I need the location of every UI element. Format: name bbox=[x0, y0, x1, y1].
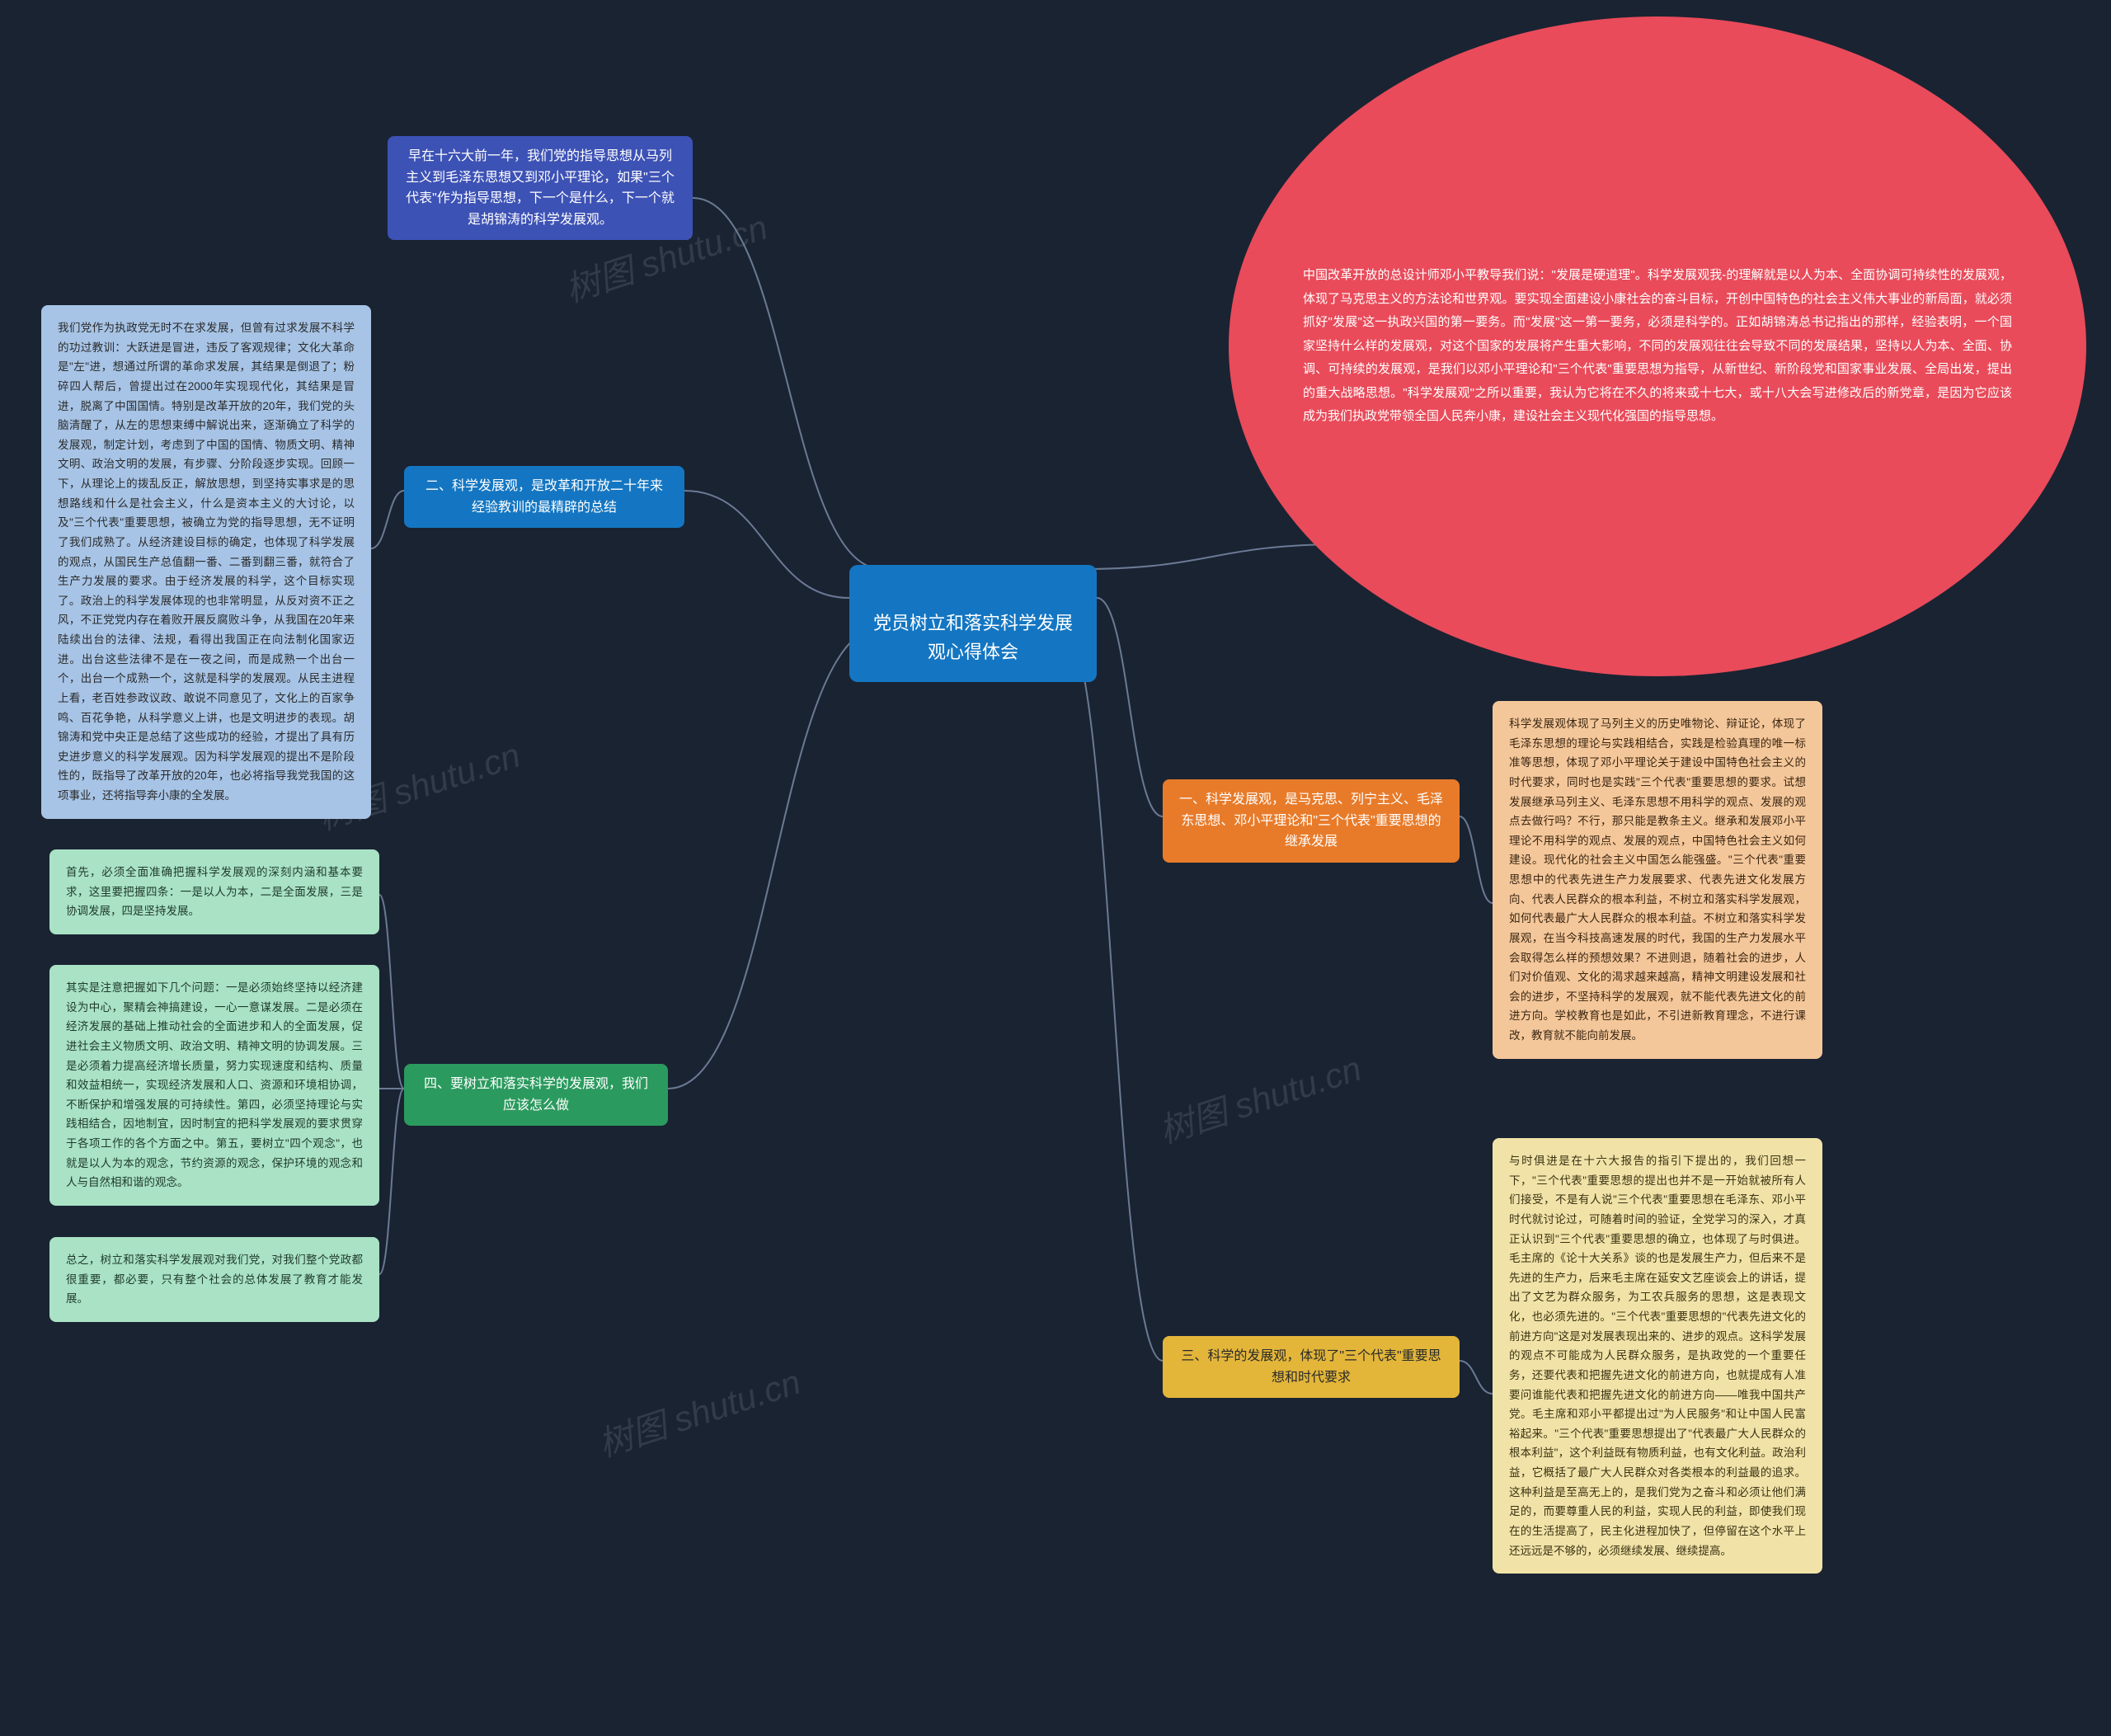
red-oval-text: 中国改革开放的总设计师邓小平教导我们说："发展是硬道理"。科学发展观我-的理解就… bbox=[1303, 264, 2012, 429]
detail-node: 与时俱进是在十六大报告的指引下提出的，我们回想一下，"三个代表"重要思想的提出也… bbox=[1493, 1138, 1822, 1574]
detail-node: 总之，树立和落实科学发展观对我们党，对我们整个党政都很重要，都必要，只有整个社会… bbox=[49, 1237, 379, 1322]
watermark-text: 树图 shutu.cn bbox=[591, 1354, 806, 1467]
topic-text: 一、科学发展观，是马克思、列宁主义、毛泽东思想、邓小平理论和"三个代表"重要思想… bbox=[1179, 793, 1443, 849]
center-node: 党员树立和落实科学发展 观心得体会 bbox=[849, 565, 1097, 682]
connector-edge bbox=[379, 895, 404, 1089]
topic-text: 二、科学发展观，是改革和开放二十年来经验教训的最精辟的总结 bbox=[425, 479, 663, 515]
connector-edge bbox=[371, 491, 404, 548]
watermark-text: 树图 shutu.cn bbox=[1152, 1041, 1367, 1154]
topic-text: 三、科学的发展观，体现了"三个代表"重要思想和时代要求 bbox=[1181, 1349, 1441, 1385]
detail-text: 我们党作为执政党无时不在求发展，但曾有过求发展不科学的功过教训：大跃进是冒进，违… bbox=[58, 322, 355, 802]
connector-edge bbox=[693, 198, 882, 569]
detail-text: 与时俱进是在十六大报告的指引下提出的，我们回想一下，"三个代表"重要思想的提出也… bbox=[1509, 1155, 1806, 1557]
connector-edge bbox=[379, 1089, 404, 1274]
topic-node: 早在十六大前一年，我们党的指导思想从马列主义到毛泽东思想又到邓小平理论，如果"三… bbox=[388, 136, 693, 240]
mindmap-canvas: 树图 shutu.cn树图 shutu.cn树图 shutu.cn树图 shut… bbox=[0, 0, 2111, 1736]
connector-edge bbox=[1080, 544, 1344, 569]
connector-edge bbox=[1460, 1361, 1493, 1394]
center-text: 党员树立和落实科学发展 观心得体会 bbox=[873, 613, 1073, 662]
detail-text: 其实是注意把握如下几个问题：一是必须始终坚持以经济建设为中心，聚精会神搞建设，一… bbox=[66, 981, 363, 1188]
detail-node: 首先，必须全面准确把握科学发展观的深刻内涵和基本要求，这里要把握四条：一是以人为… bbox=[49, 849, 379, 934]
topic-text: 早在十六大前一年，我们党的指导思想从马列主义到毛泽东思想又到邓小平理论，如果"三… bbox=[406, 149, 675, 227]
topic-node: 一、科学发展观，是马克思、列宁主义、毛泽东思想、邓小平理论和"三个代表"重要思想… bbox=[1163, 779, 1460, 863]
red-oval-node: 中国改革开放的总设计师邓小平教导我们说："发展是硬道理"。科学发展观我-的理解就… bbox=[1229, 16, 2086, 676]
connector-edge bbox=[684, 491, 849, 598]
detail-node: 我们党作为执政党无时不在求发展，但曾有过求发展不科学的功过教训：大跃进是冒进，违… bbox=[41, 305, 371, 819]
detail-text: 总之，树立和落实科学发展观对我们党，对我们整个党政都很重要，都必要，只有整个社会… bbox=[66, 1254, 363, 1305]
connector-edge bbox=[1460, 816, 1493, 903]
topic-node: 四、要树立和落实科学的发展观，我们应该怎么做 bbox=[404, 1064, 668, 1126]
connector-edge bbox=[668, 627, 882, 1089]
topic-node: 三、科学的发展观，体现了"三个代表"重要思想和时代要求 bbox=[1163, 1336, 1460, 1398]
connector-edge bbox=[1064, 627, 1163, 1361]
detail-node: 科学发展观体现了马列主义的历史唯物论、辩证论，体现了毛泽东思想的理论与实践相结合… bbox=[1493, 701, 1822, 1059]
connector-edge bbox=[1097, 598, 1163, 816]
detail-node: 其实是注意把握如下几个问题：一是必须始终坚持以经济建设为中心，聚精会神搞建设，一… bbox=[49, 965, 379, 1206]
detail-text: 科学发展观体现了马列主义的历史唯物论、辩证论，体现了毛泽东思想的理论与实践相结合… bbox=[1509, 717, 1806, 1042]
topic-text: 四、要树立和落实科学的发展观，我们应该怎么做 bbox=[424, 1077, 648, 1113]
topic-node: 二、科学发展观，是改革和开放二十年来经验教训的最精辟的总结 bbox=[404, 466, 684, 528]
detail-text: 首先，必须全面准确把握科学发展观的深刻内涵和基本要求，这里要把握四条：一是以人为… bbox=[66, 866, 363, 917]
